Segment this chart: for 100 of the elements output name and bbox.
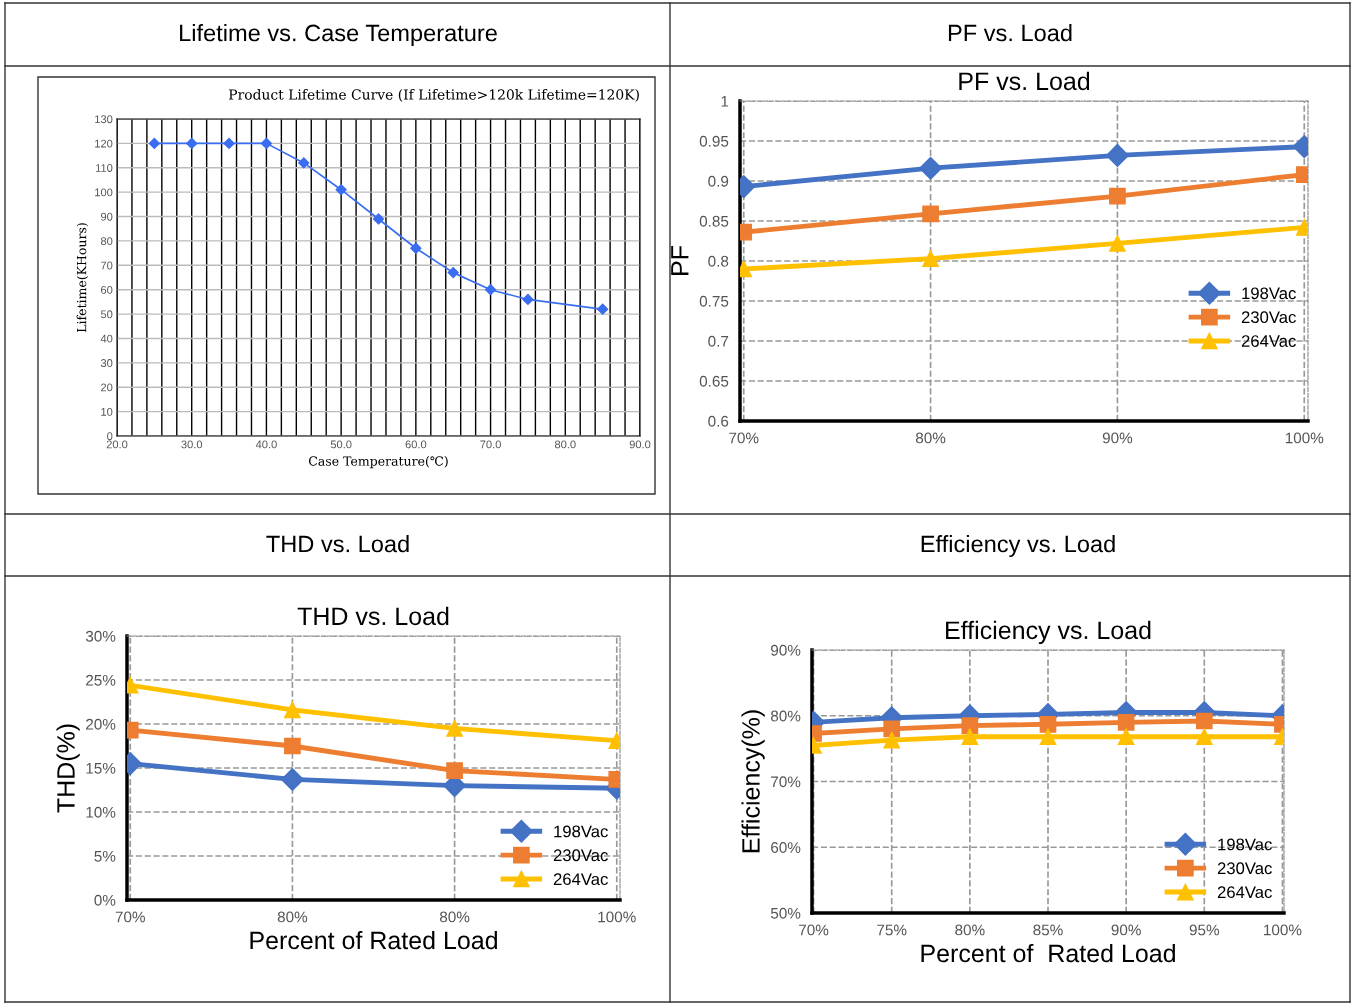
y-tick-label: 120: [95, 139, 113, 148]
y-tick-label: 100: [95, 188, 113, 197]
x-tick-label: 90.0: [629, 440, 651, 449]
x-tick-label: 50.0: [330, 440, 352, 449]
point: [961, 717, 979, 734]
x-tick-label: 70%: [729, 432, 759, 444]
x-tick-label: 70.0: [480, 440, 501, 449]
x-tick-label: 90%: [1102, 432, 1133, 444]
x-tick-label: 40.0: [255, 440, 277, 449]
y-tick-label: 0.75: [699, 295, 729, 307]
legend-label: 198Vac: [1218, 838, 1272, 851]
y-tick-label: 80%: [770, 710, 801, 722]
x-tick-label: 100%: [1285, 432, 1324, 444]
y-tick-label: 20%: [86, 718, 116, 730]
x-tick-label: 85%: [1033, 924, 1063, 936]
point: [883, 720, 901, 738]
x-tick-label: 80%: [439, 911, 470, 923]
y-axis-title: PF: [671, 246, 689, 275]
point: [410, 242, 422, 254]
legend-label: 230Vac: [1241, 311, 1296, 324]
y-tick-label: 10: [101, 407, 113, 416]
chart-subtitle: THD vs. Load: [297, 606, 449, 626]
legend-label: 230Vac: [1217, 862, 1272, 875]
y-tick-label: 0.9: [708, 175, 729, 187]
y-tick-label: 30%: [85, 630, 116, 642]
legend-label: 264Vac: [553, 873, 608, 886]
point: [883, 731, 901, 749]
legend-label: 198Vac: [1242, 287, 1296, 300]
chart-title: Lifetime vs. Case Temperature: [180, 24, 497, 47]
point: [597, 303, 609, 315]
y-tick-label: 90: [101, 212, 113, 221]
chart-subtitle: Efficiency vs. Load: [946, 620, 1151, 645]
x-tick-label: 90%: [1111, 924, 1141, 936]
point: [1109, 235, 1126, 252]
y-tick-label: 0.65: [699, 375, 729, 387]
y-tick-label: 60%: [771, 842, 801, 853]
y-tick-label: 70%: [771, 776, 801, 788]
legend-label: 198Vac: [554, 825, 608, 838]
y-axis-title: Efficiency(%): [741, 710, 765, 853]
legend-label: 230Vac: [553, 849, 608, 862]
chart-title: Efficiency vs. Load: [921, 534, 1115, 558]
y-tick-label: 0.95: [699, 135, 729, 147]
chart-subtitle: Product Lifetime Curve (If Lifetime>120k Lifetime=120K): [229, 89, 639, 102]
y-tick-label: 90%: [771, 644, 801, 656]
y-tick-label: 0%: [94, 894, 116, 906]
point: [186, 137, 198, 149]
x-axis-title: Case Temperature(℃): [308, 456, 448, 469]
point: [1195, 728, 1213, 746]
y-tick-label: 50: [100, 310, 113, 319]
y-tick-label: 5%: [94, 850, 116, 862]
y-tick-label: 0: [107, 432, 113, 441]
point: [148, 137, 160, 149]
x-tick-label: 20.0: [106, 440, 128, 449]
y-tick-label: 0.7: [708, 335, 729, 347]
x-tick-label: 75%: [877, 924, 907, 936]
y-tick-label: 20: [101, 383, 113, 392]
point: [335, 184, 347, 196]
point: [922, 250, 939, 267]
x-tick-label: 30.0: [181, 440, 203, 449]
y-tick-label: 1: [721, 96, 729, 107]
y-tick-label: 30: [100, 359, 113, 367]
legend-label: 264Vac: [1217, 886, 1272, 899]
y-tick-label: 70: [101, 261, 113, 270]
y-axis-title: THD(%): [56, 724, 80, 813]
y-tick-label: 130: [95, 115, 113, 124]
point: [1109, 187, 1126, 205]
y-tick-label: 60: [101, 285, 113, 294]
point: [1195, 712, 1213, 730]
point: [1117, 713, 1135, 731]
point: [484, 284, 497, 296]
x-tick-label: 60.0: [405, 440, 427, 449]
point: [260, 137, 273, 149]
x-tick-label: 70%: [799, 924, 829, 936]
x-tick-label: 70%: [115, 911, 145, 923]
point: [1039, 715, 1057, 733]
y-tick-label: 0.8: [708, 255, 729, 267]
point: [223, 137, 235, 149]
point: [298, 157, 310, 169]
point: [1039, 728, 1057, 746]
x-tick-label: 80%: [915, 432, 946, 444]
x-axis-title: Percent of Rated Load: [921, 943, 1175, 963]
point: [922, 205, 939, 223]
y-tick-label: 80: [100, 237, 113, 246]
y-tick-label: 50%: [770, 907, 801, 919]
point: [372, 213, 385, 225]
point: [522, 293, 534, 306]
y-tick-label: 0.85: [699, 215, 729, 227]
y-tick-label: 25%: [86, 674, 116, 686]
x-tick-label: 95%: [1189, 924, 1220, 936]
x-tick-label: 100%: [1264, 924, 1302, 936]
chart-title: THD vs. Load: [266, 534, 409, 553]
x-tick-label: 80.0: [554, 440, 576, 449]
chart-subtitle: PF vs. Load: [959, 71, 1090, 91]
y-tick-label: 10%: [86, 806, 116, 818]
x-axis-title: Percent of Rated Load: [250, 930, 497, 950]
y-tick-label: 110: [95, 164, 113, 172]
legend-label: 264Vac: [1241, 335, 1296, 347]
point: [447, 267, 459, 279]
x-tick-label: 80%: [277, 911, 308, 923]
point: [1117, 728, 1135, 746]
